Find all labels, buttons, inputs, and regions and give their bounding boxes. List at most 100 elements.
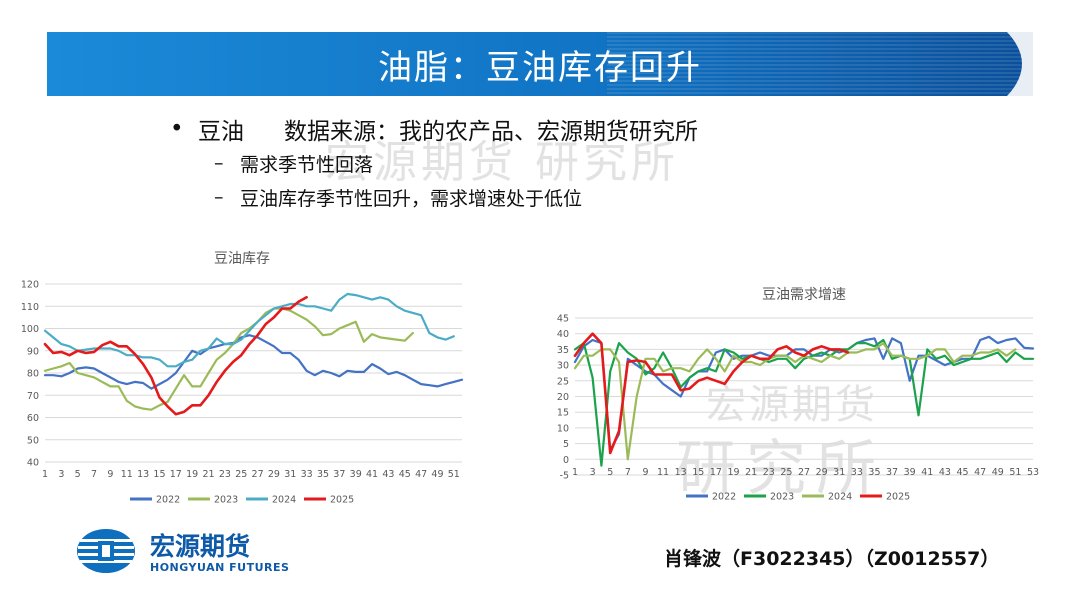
- x-tick-label: 3: [58, 469, 64, 480]
- x-tick-label: 25: [780, 467, 792, 478]
- x-tick-label: 29: [268, 469, 280, 480]
- y-tick-label: -5: [560, 471, 569, 482]
- x-tick-label: 37: [333, 469, 345, 480]
- title-banner: [47, 32, 1033, 96]
- y-tick-label: 20: [557, 392, 569, 403]
- series-line-2024: [43, 292, 455, 368]
- y-tick-label: 40: [27, 458, 39, 469]
- x-tick-label: 9: [642, 467, 648, 478]
- x-tick-label: 13: [675, 467, 687, 478]
- x-tick-label: 41: [921, 467, 933, 478]
- y-tick-label: 30: [557, 361, 569, 372]
- y-tick-label: 50: [27, 435, 39, 446]
- x-tick-label: 25: [235, 469, 247, 480]
- x-tick-label: 7: [91, 469, 97, 480]
- x-tick-label: 45: [399, 469, 411, 480]
- y-tick-label: 25: [557, 376, 569, 387]
- x-tick-label: 7: [625, 467, 631, 478]
- legend-label-2022: 2022: [712, 492, 736, 503]
- series-line-2025: [573, 332, 850, 455]
- y-tick-label: 0: [563, 455, 569, 466]
- x-tick-label: 27: [798, 467, 810, 478]
- x-tick-label: 11: [121, 469, 133, 480]
- x-tick-label: 31: [833, 467, 845, 478]
- x-tick-label: 15: [153, 469, 165, 480]
- bullet-sub-2: – 豆油库存季节性回升，需求增速处于低位: [170, 180, 698, 214]
- x-tick-label: 23: [763, 467, 775, 478]
- x-tick-label: 27: [252, 469, 264, 480]
- series-line-2023: [43, 307, 414, 411]
- x-tick-label: 23: [219, 469, 231, 480]
- x-tick-label: 17: [710, 467, 722, 478]
- legend-label-2023: 2023: [214, 495, 238, 506]
- x-tick-label: 47: [415, 469, 427, 480]
- x-tick-label: 45: [956, 467, 968, 478]
- x-tick-label: 39: [904, 467, 916, 478]
- x-tick-label: 47: [974, 467, 986, 478]
- y-tick-label: 5: [563, 439, 569, 450]
- x-tick-label: 31: [284, 469, 296, 480]
- y-tick-label: 110: [21, 302, 39, 313]
- y-tick-label: 60: [27, 413, 39, 424]
- x-tick-label: 51: [448, 469, 460, 480]
- y-tick-label: 15: [557, 408, 569, 419]
- chart-title: 豆油库存: [214, 251, 270, 267]
- logo-mark-icon: [77, 529, 135, 573]
- x-tick-label: 19: [727, 467, 739, 478]
- y-tick-label: 90: [27, 346, 39, 357]
- y-tick-label: 80: [27, 369, 39, 380]
- x-tick-label: 51: [1009, 467, 1021, 478]
- x-tick-label: 15: [692, 467, 704, 478]
- x-tick-label: 33: [301, 469, 313, 480]
- legend-label-2023: 2023: [770, 492, 794, 503]
- y-tick-label: 10: [557, 423, 569, 434]
- x-tick-label: 1: [42, 469, 48, 480]
- bullet-sub-1-text: 需求季节性回落: [240, 153, 374, 176]
- x-tick-label: 53: [1027, 467, 1039, 478]
- legend-label-2022: 2022: [156, 495, 180, 506]
- bullet-list: • 豆油 数据来源：我的农产品、宏源期货研究所 – 需求季节性回落 – 豆油库存季节…: [170, 112, 698, 214]
- x-tick-label: 21: [745, 467, 757, 478]
- y-tick-label: 35: [557, 345, 569, 356]
- legend-label-2025: 2025: [330, 495, 354, 506]
- x-tick-label: 13: [137, 469, 149, 480]
- x-tick-label: 9: [107, 469, 113, 480]
- x-tick-label: 5: [607, 467, 613, 478]
- series-line-2022: [573, 335, 1035, 451]
- page-title: 油脂：豆油库存回升: [378, 47, 702, 88]
- hongyuan-logo: 宏源期货 HONGYUAN FUTURES: [77, 529, 289, 574]
- x-tick-label: 35: [868, 467, 880, 478]
- bullet-main-right: 数据来源：我的农产品、宏源期货研究所: [284, 119, 698, 145]
- logo-en-text: HONGYUAN FUTURES: [150, 561, 289, 574]
- series-line-2025: [43, 296, 308, 416]
- x-tick-label: 49: [992, 467, 1004, 478]
- x-tick-label: 41: [366, 469, 378, 480]
- x-tick-label: 33: [851, 467, 863, 478]
- y-tick-label: 45: [557, 314, 569, 325]
- bullet-sub-1: – 需求季节性回落: [170, 146, 698, 180]
- x-tick-label: 39: [350, 469, 362, 480]
- x-tick-label: 3: [590, 467, 596, 478]
- bullet-dot: •: [170, 116, 184, 142]
- x-tick-label: 43: [939, 467, 951, 478]
- x-tick-label: 49: [431, 469, 443, 480]
- bullet-main: • 豆油 数据来源：我的农产品、宏源期货研究所: [170, 112, 698, 146]
- bullet-sub-2-text: 豆油库存季节性回升，需求增速处于低位: [240, 187, 583, 210]
- x-tick-label: 37: [886, 467, 898, 478]
- x-tick-label: 21: [202, 469, 214, 480]
- x-tick-label: 35: [317, 469, 329, 480]
- legend-label-2024: 2024: [272, 495, 296, 506]
- y-tick-label: 120: [21, 280, 39, 291]
- x-tick-label: 5: [75, 469, 81, 480]
- series-line-2022: [43, 334, 464, 390]
- y-tick-label: 70: [27, 391, 39, 402]
- chart-title: 豆油需求增速: [762, 287, 846, 303]
- y-tick-label: 100: [21, 324, 39, 335]
- x-tick-label: 1: [572, 467, 578, 478]
- bullet-main-left: 豆油: [198, 119, 244, 145]
- y-tick-label: 40: [557, 329, 569, 340]
- legend-label-2024: 2024: [828, 492, 852, 503]
- x-tick-label: 19: [186, 469, 198, 480]
- x-tick-label: 43: [382, 469, 394, 480]
